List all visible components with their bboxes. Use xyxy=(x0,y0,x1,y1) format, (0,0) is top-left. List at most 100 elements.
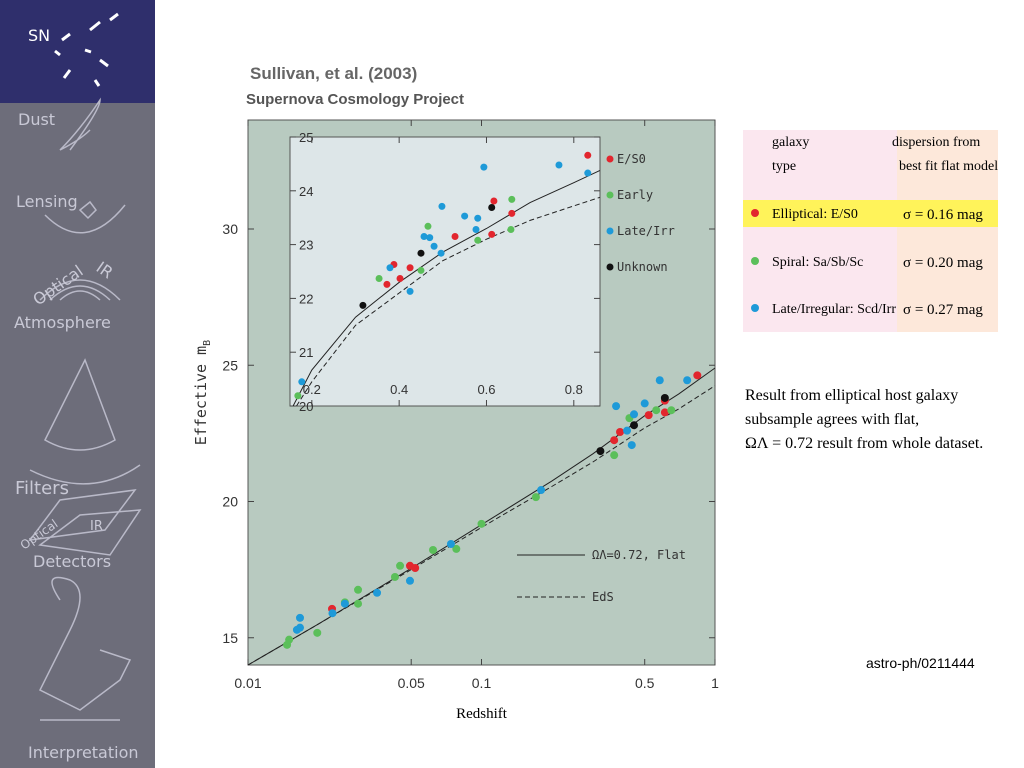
point xyxy=(359,301,367,309)
point xyxy=(683,376,692,385)
point xyxy=(373,588,382,597)
point xyxy=(474,214,482,222)
x-tick-label: 0.5 xyxy=(635,675,655,691)
point xyxy=(417,266,425,274)
table-col-bg xyxy=(897,130,998,332)
point xyxy=(623,426,632,435)
point xyxy=(660,393,669,402)
y-tick-label: 24 xyxy=(299,184,313,199)
sidebar-item: IR xyxy=(90,519,103,534)
point xyxy=(285,635,294,644)
x-tick-label: 1 xyxy=(711,675,719,691)
point xyxy=(488,203,496,211)
x-tick-label: 0.8 xyxy=(565,382,583,397)
table-header: galaxy xyxy=(772,135,809,150)
point xyxy=(507,226,515,234)
table: galaxy type dispersion from best fit fla… xyxy=(743,130,998,332)
legend-label: ΩΛ=0.72, Flat xyxy=(592,548,686,562)
y-tick-label: 21 xyxy=(299,345,313,360)
point xyxy=(386,264,394,272)
legend-label: EdS xyxy=(592,590,614,604)
point xyxy=(426,234,434,242)
point xyxy=(472,226,480,234)
point xyxy=(596,447,605,456)
point xyxy=(354,585,363,594)
point xyxy=(508,195,516,203)
point xyxy=(396,561,405,570)
x-tick-label: 0.4 xyxy=(390,382,408,397)
table-cell: Spiral: Sa/Sb/Sc xyxy=(772,255,863,270)
point xyxy=(640,399,649,408)
point xyxy=(480,163,488,171)
point xyxy=(627,441,636,450)
model-curve xyxy=(296,196,601,407)
point xyxy=(610,451,619,460)
point xyxy=(612,402,621,411)
point xyxy=(555,161,563,169)
table-header: type xyxy=(772,159,796,174)
y-tick-label: 22 xyxy=(299,291,313,306)
point xyxy=(429,546,438,555)
point xyxy=(644,411,653,420)
y-axis-label-subscript: B xyxy=(202,340,213,346)
x-axis-label: Redshift xyxy=(456,706,508,722)
x-tick-label: 0.01 xyxy=(234,675,261,691)
point xyxy=(446,540,455,549)
legend-dot xyxy=(606,191,614,199)
point xyxy=(488,230,496,238)
sidebar-item: Lensing xyxy=(16,192,78,211)
point xyxy=(296,623,305,632)
point xyxy=(430,242,438,250)
point xyxy=(610,436,619,445)
point xyxy=(461,212,469,220)
y-tick-label: 25 xyxy=(299,130,313,145)
point xyxy=(477,519,486,528)
y-axis-label: Effective mB xyxy=(192,340,213,445)
point xyxy=(298,378,306,386)
legend-label: Late/Irr xyxy=(617,224,675,238)
point xyxy=(406,264,414,272)
table-header: dispersion from xyxy=(892,135,980,150)
sidebar xyxy=(0,0,155,768)
point xyxy=(405,576,414,585)
sidebar-top xyxy=(0,0,155,103)
point xyxy=(452,544,461,553)
point xyxy=(296,613,305,622)
point xyxy=(411,563,420,572)
point xyxy=(417,249,425,257)
sidebar-item: Interpretation xyxy=(28,743,139,762)
point xyxy=(340,599,349,608)
point xyxy=(294,392,302,400)
table-cell: σ = 0.27 mag xyxy=(903,302,983,318)
y-tick-label: 30 xyxy=(222,221,238,237)
point xyxy=(390,572,399,581)
point xyxy=(474,236,482,244)
x-tick-label: 0.1 xyxy=(472,675,492,691)
point xyxy=(584,169,592,177)
point xyxy=(660,408,669,417)
point xyxy=(451,233,459,241)
point xyxy=(406,287,414,295)
point xyxy=(437,249,445,257)
x-tick-label: 0.2 xyxy=(303,382,321,397)
legend-dot xyxy=(606,227,614,235)
table-cell: Late/Irregular: Scd/Irr xyxy=(772,302,896,317)
point xyxy=(584,151,592,159)
point xyxy=(490,197,498,205)
point xyxy=(508,209,516,217)
point xyxy=(396,274,404,282)
point xyxy=(630,421,639,430)
y-tick-label: 23 xyxy=(299,238,313,253)
legend-dot xyxy=(606,263,614,271)
sidebar-item: Filters xyxy=(15,478,69,499)
point xyxy=(438,202,446,210)
y-axis-label-main: Effective m xyxy=(192,346,210,445)
sidebar-sketches xyxy=(28,12,142,721)
point xyxy=(655,376,664,385)
y-tick-label: 20 xyxy=(299,399,313,414)
point xyxy=(424,222,432,230)
table-header: best fit flat model xyxy=(899,159,998,174)
point xyxy=(375,274,383,282)
y-tick-label: 25 xyxy=(222,357,238,373)
